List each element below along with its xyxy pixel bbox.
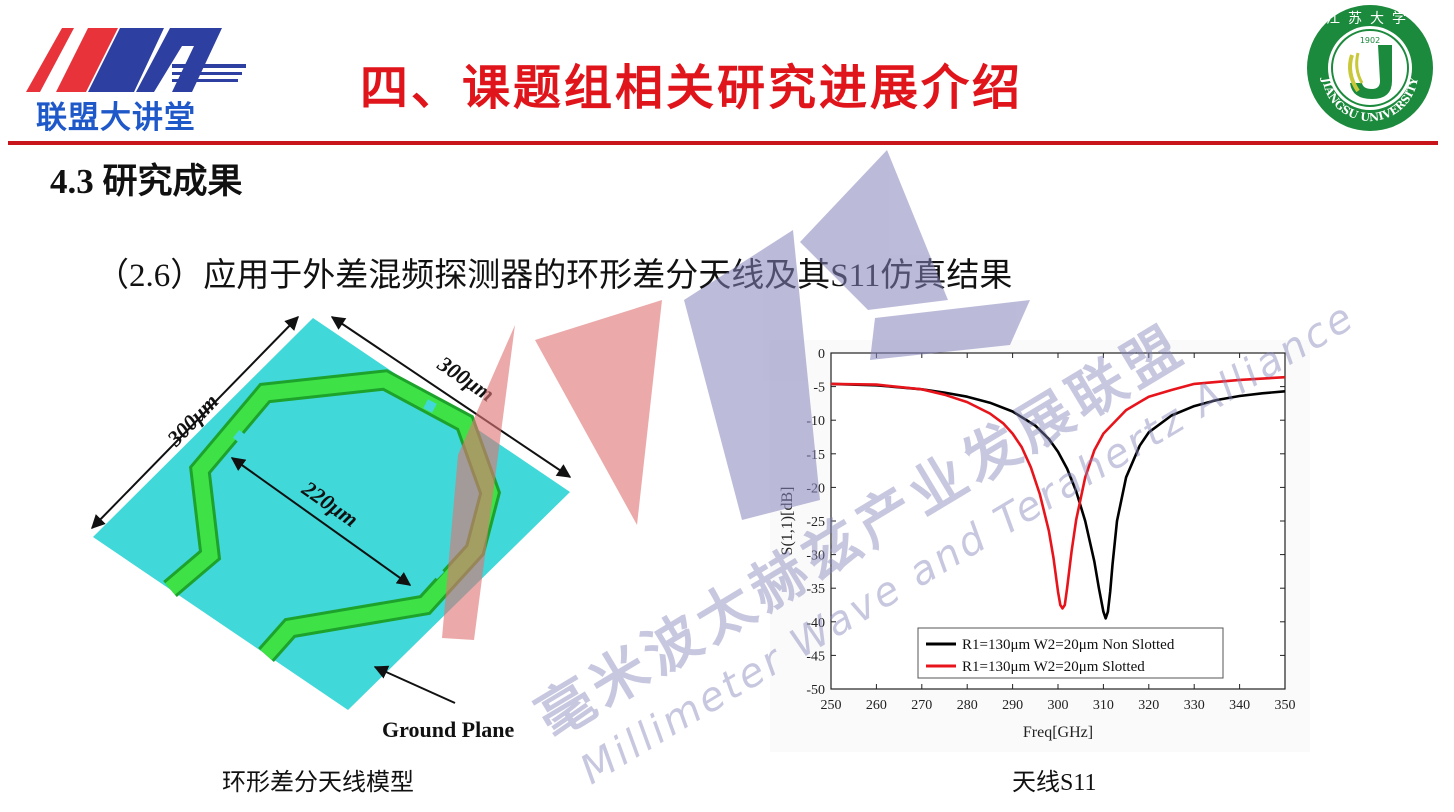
dimension-arrow-left: [91, 315, 299, 530]
y-axis-label: S(1,1)[dB]: [779, 487, 796, 556]
y-tick-label: -10: [806, 414, 825, 429]
slide-title: 四、课题组相关研究进展介绍: [360, 60, 1024, 116]
x-tick-label: 320: [1138, 698, 1159, 713]
x-tick-label: 300: [1048, 698, 1069, 713]
alliance-logo-label: 联盟大讲堂: [36, 100, 196, 136]
antenna-model-illustration: 300μm 300μm 220μm: [91, 315, 572, 710]
y-tick-label: -45: [806, 649, 825, 664]
ground-plane-label: Ground Plane: [382, 717, 515, 742]
x-tick-label: 260: [866, 698, 887, 713]
y-tick-label: 0: [818, 347, 825, 362]
seal-name-cn: 江苏大学: [1326, 11, 1414, 27]
dimension-arrow-inner: [230, 457, 412, 586]
alliance-logo-icon: [26, 28, 246, 92]
series-line-2: [830, 375, 1286, 610]
s11-chart: 250 260 270 280 290 300 310 320 330 340 350 0 -5 -10 -…: [770, 340, 1310, 752]
y-tick-label: -20: [806, 481, 825, 496]
x-tick-label: 340: [1229, 698, 1250, 713]
y-tick-label: -40: [806, 616, 825, 631]
s11-chart-caption: 天线S11: [1012, 770, 1097, 796]
slide-subtitle: （2.6）应用于外差混频探测器的环形差分天线及其S11仿真结果: [96, 258, 1013, 294]
x-tick-label: 290: [1002, 698, 1023, 713]
legend-label-1: R1=130μm W2=20μm Non Slotted: [962, 637, 1175, 653]
x-tick-label: 280: [957, 698, 978, 713]
y-tick-label: -5: [813, 381, 825, 396]
header-divider: [8, 141, 1438, 145]
y-tick-label: -50: [806, 683, 825, 698]
x-tick-label: 350: [1275, 698, 1296, 713]
x-axis-label: Freq[GHz]: [1023, 724, 1093, 741]
y-tick-label: -30: [806, 549, 825, 564]
y-tick-label: -35: [806, 582, 825, 597]
x-tick-label: 330: [1184, 698, 1205, 713]
x-tick-label: 250: [821, 698, 842, 713]
x-tick-label: 270: [911, 698, 932, 713]
university-seal-icon: 1902 JIANGSU UNIVERSITY 江苏大学: [1307, 5, 1433, 131]
series-line-1: [830, 382, 1286, 620]
seal-year: 1902: [1360, 36, 1380, 45]
y-tick-label: -15: [806, 448, 825, 463]
antenna-model-caption: 环形差分天线模型: [222, 770, 414, 796]
legend-label-2: R1=130μm W2=20μm Slotted: [962, 659, 1145, 675]
x-tick-label: 310: [1093, 698, 1114, 713]
y-tick-label: -25: [806, 515, 825, 530]
dimension-label-right: 300μm: [433, 350, 500, 406]
section-heading: 4.3 研究成果: [50, 162, 243, 201]
ground-plane-arrow: [373, 665, 456, 704]
legend-box: [917, 627, 1224, 679]
